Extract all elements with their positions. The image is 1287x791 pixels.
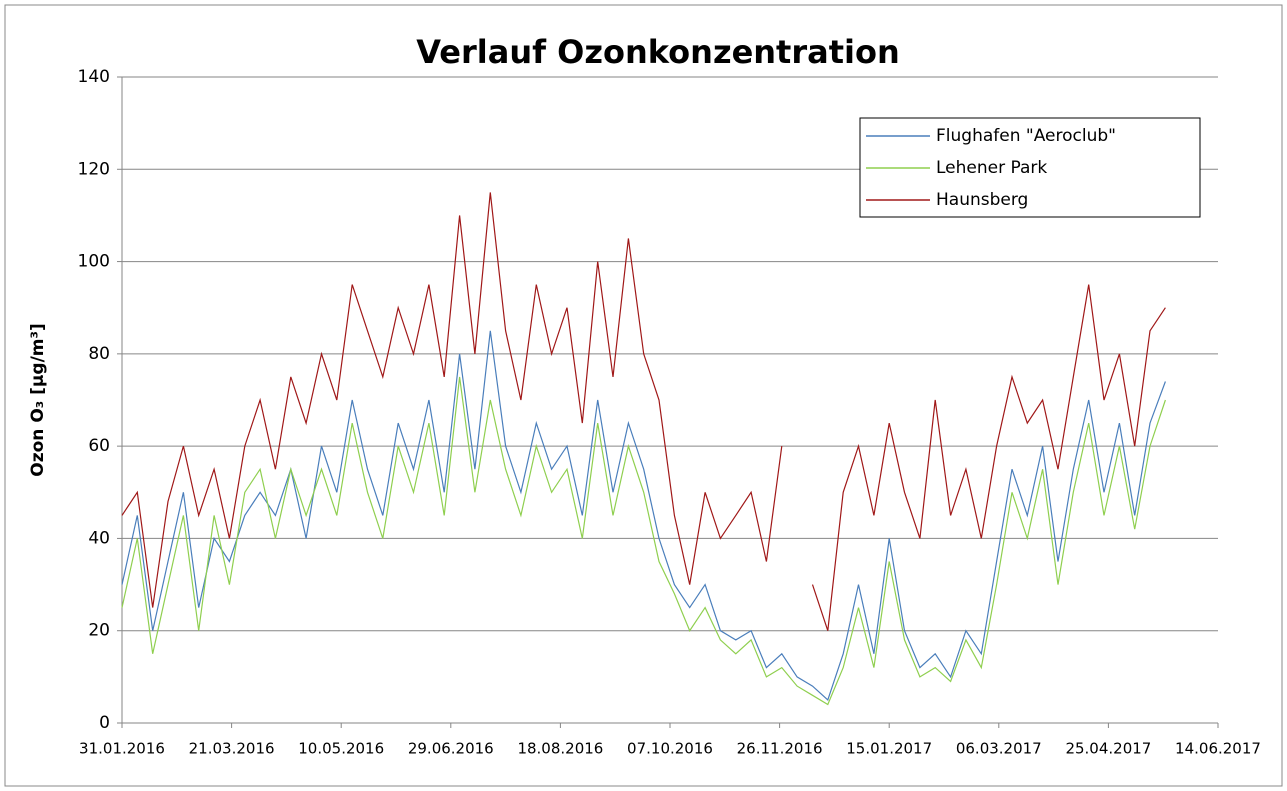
series-line bbox=[121, 376, 1166, 706]
legend-label: Lehener Park bbox=[936, 158, 1047, 178]
legend: Flughafen "Aeroclub" Lehener Park Haunsber… bbox=[859, 117, 1201, 218]
x-tick-label: 07.10.2016 bbox=[627, 740, 713, 758]
x-tick-label: 25.04.2017 bbox=[1065, 740, 1151, 758]
x-tick-label: 15.01.2017 bbox=[846, 740, 932, 758]
x-tick-label: 14.06.2017 bbox=[1175, 740, 1261, 758]
x-tick-label: 31.01.2016 bbox=[79, 740, 165, 758]
chart-title: Verlauf Ozonkonzentration bbox=[416, 33, 900, 71]
y-tick-label: 0 bbox=[99, 713, 110, 733]
y-tick-label: 120 bbox=[78, 159, 110, 179]
x-tick-label: 06.03.2017 bbox=[956, 740, 1042, 758]
x-tick-label: 29.06.2016 bbox=[408, 740, 494, 758]
legend-label: Flughafen "Aeroclub" bbox=[936, 126, 1116, 146]
y-tick-label: 20 bbox=[88, 621, 110, 641]
legend-label: Haunsberg bbox=[936, 190, 1028, 210]
series-line bbox=[121, 330, 1166, 701]
y-tick-label: 80 bbox=[88, 344, 110, 364]
x-tick-label: 26.11.2016 bbox=[737, 740, 823, 758]
y-tick-label: 140 bbox=[78, 67, 110, 87]
series-line bbox=[811, 284, 1166, 631]
x-tick-label: 18.08.2016 bbox=[517, 740, 603, 758]
x-tick-label: 21.03.2016 bbox=[189, 740, 275, 758]
y-tick-label: 100 bbox=[78, 252, 110, 272]
y-tick-label: 40 bbox=[88, 528, 110, 548]
y-axis-label: Ozon O₃ [µg/m³] bbox=[28, 323, 48, 476]
x-tick-label: 10.05.2016 bbox=[298, 740, 384, 758]
y-tick-label: 60 bbox=[88, 436, 110, 456]
series-line bbox=[121, 192, 783, 608]
